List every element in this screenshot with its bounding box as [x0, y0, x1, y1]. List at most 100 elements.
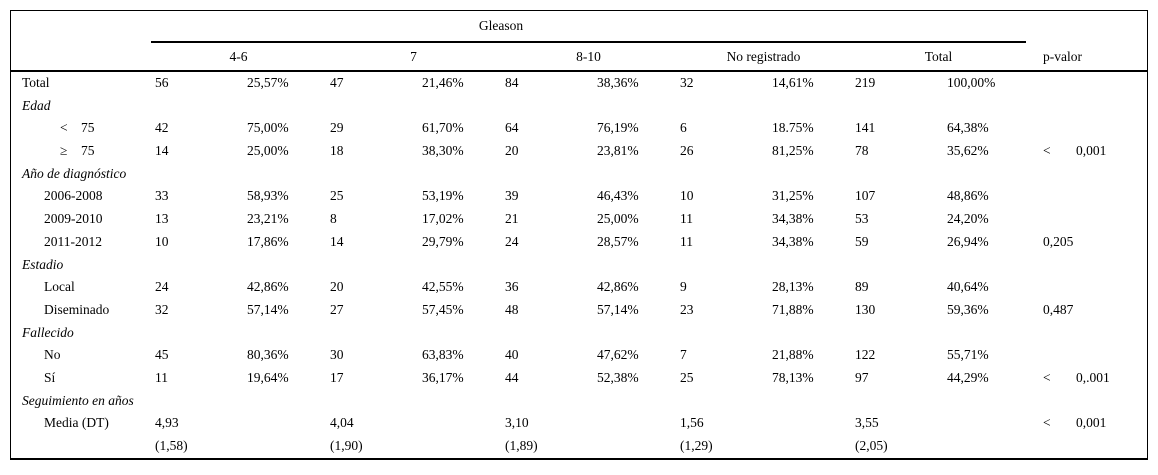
- p-value: 0,001: [1076, 143, 1107, 159]
- comparison-sign: <: [60, 120, 68, 136]
- count-cell: 45: [155, 347, 169, 363]
- count-cell: 11: [680, 233, 693, 249]
- table-row: Sí 11 19,64% 17 36,17% 44 52,38% 25 78,13% 97 44,2…: [11, 367, 1147, 390]
- column-header-8-10: 8-10: [576, 48, 601, 64]
- percent-cell: 64,38%: [947, 120, 989, 136]
- count-cell: 26: [680, 143, 694, 159]
- count-cell: 32: [680, 75, 694, 90]
- section-label: Fallecido: [22, 324, 74, 340]
- table-row: 2011-2012 10 17,86% 14 29,79% 24 28,57% 11 34,38…: [11, 231, 1147, 254]
- table-row: No 45 80,36% 30 63,83% 40 47,62% 7 21,88% 122 55,7…: [11, 344, 1147, 367]
- percent-cell: 63,83%: [422, 347, 464, 363]
- row-label: Total: [22, 75, 50, 90]
- mean-value: 4,04: [330, 415, 354, 431]
- count-cell: 30: [330, 347, 344, 363]
- percent-cell: 100,00%: [947, 75, 996, 90]
- count-cell: 27: [330, 301, 344, 317]
- count-cell: 24: [505, 233, 519, 249]
- column-header-7: 7: [410, 48, 417, 64]
- count-cell: 107: [855, 188, 876, 204]
- section-row: Seguimiento en años: [11, 390, 1147, 413]
- mean-sd-cell: 3,10 (1,89): [501, 412, 593, 457]
- sd-value: (1,90): [330, 438, 363, 454]
- count-cell: 21: [505, 211, 519, 227]
- column-header-4-6: 4-6: [229, 48, 248, 64]
- count-cell: 56: [155, 75, 169, 90]
- table-row: Total 56 25,57% 47 21,46% 84 38,36% 32 14,61% 219…: [11, 72, 1147, 95]
- p-value: 0,205: [1043, 233, 1074, 249]
- count-cell: 20: [505, 143, 519, 159]
- percent-cell: 48,86%: [947, 188, 989, 204]
- percent-cell: 52,38%: [597, 369, 639, 385]
- count-cell: 20: [330, 279, 344, 295]
- column-header-total: Total: [924, 48, 953, 64]
- mean-value: 4,93: [155, 415, 179, 431]
- section-row: Estadio: [11, 254, 1147, 277]
- percent-cell: 14,61%: [772, 75, 814, 90]
- count-cell: 59: [855, 233, 869, 249]
- count-cell: 11: [680, 211, 693, 227]
- percent-cell: 23,21%: [247, 211, 289, 227]
- row-label: 2011-2012: [44, 233, 102, 249]
- mean-value: 1,56: [680, 415, 704, 431]
- percent-cell: 47,62%: [597, 347, 639, 363]
- count-cell: 6: [680, 120, 687, 136]
- count-cell: 8: [330, 211, 337, 227]
- count-cell: 141: [855, 120, 876, 136]
- percent-cell: 58,93%: [247, 188, 289, 204]
- less-than-sign: <: [1043, 369, 1051, 385]
- percent-cell: 71,88%: [772, 301, 814, 317]
- comparison-sign: ≥: [60, 143, 68, 159]
- count-cell: 84: [505, 75, 519, 90]
- mean-sd-cell: 4,04 (1,90): [326, 412, 418, 457]
- gleason-spanner-label: Gleason: [478, 18, 524, 33]
- row-label: Diseminado: [44, 301, 110, 317]
- row-label: Sí: [44, 369, 56, 385]
- sd-value: (1,89): [505, 438, 538, 454]
- percent-cell: 24,20%: [947, 211, 989, 227]
- percent-cell: 44,29%: [947, 369, 989, 385]
- count-cell: 64: [505, 120, 519, 136]
- row-label: 2006-2008: [44, 188, 103, 204]
- mean-value: 3,55: [855, 415, 879, 431]
- percent-cell: 31,25%: [772, 188, 814, 204]
- section-row: Edad: [11, 95, 1147, 118]
- p-value-cell: 0,205: [1026, 231, 1147, 254]
- percent-cell: 36,17%: [422, 369, 464, 385]
- mean-sd-cell: 1,56 (1,29): [676, 412, 768, 457]
- table-row: <75 42 75,00% 29 61,70% 64 76,19% 6 18.75% 141 64,…: [11, 117, 1147, 140]
- section-label: Estadio: [22, 256, 64, 272]
- count-cell: 13: [155, 211, 169, 227]
- percent-cell: 38,30%: [422, 143, 464, 159]
- percent-cell: 19,64%: [247, 369, 289, 385]
- count-cell: 53: [855, 211, 869, 227]
- p-value: 0,001: [1076, 415, 1107, 431]
- count-cell: 33: [155, 188, 169, 204]
- header-rule: [11, 70, 1147, 72]
- sd-value: (1,58): [155, 438, 188, 454]
- percent-cell: 25,57%: [247, 75, 289, 90]
- count-cell: 25: [330, 188, 344, 204]
- p-value-cell: 0,487: [1026, 299, 1147, 322]
- percent-cell: 55,71%: [947, 347, 989, 363]
- count-cell: 36: [505, 279, 519, 295]
- count-cell: 32: [155, 301, 169, 317]
- section-row: Fallecido: [11, 322, 1147, 345]
- percent-cell: 61,70%: [422, 120, 464, 136]
- percent-cell: 28,57%: [597, 233, 639, 249]
- table-body: Total 56 25,57% 47 21,46% 84 38,36% 32 14,61% 219…: [11, 72, 1147, 458]
- count-cell: 122: [855, 347, 876, 363]
- count-cell: 11: [155, 369, 168, 385]
- table-row: Diseminado 32 57,14% 27 57,45% 48 57,14% 23 71,8…: [11, 299, 1147, 322]
- percent-cell: 26,94%: [947, 233, 989, 249]
- percent-cell: 34,38%: [772, 211, 814, 227]
- row-label: <75: [11, 117, 151, 140]
- percent-cell: 42,86%: [597, 279, 639, 295]
- column-header-p-valor: p-valor: [1043, 48, 1082, 64]
- count-cell: 23: [680, 301, 694, 317]
- p-value-cell: <0,001: [1026, 140, 1147, 163]
- percent-cell: 53,19%: [422, 188, 464, 204]
- table-row: 2009-2010 13 23,21% 8 17,02% 21 25,00% 11 34,38%…: [11, 208, 1147, 231]
- p-value: 0,.001: [1076, 369, 1110, 385]
